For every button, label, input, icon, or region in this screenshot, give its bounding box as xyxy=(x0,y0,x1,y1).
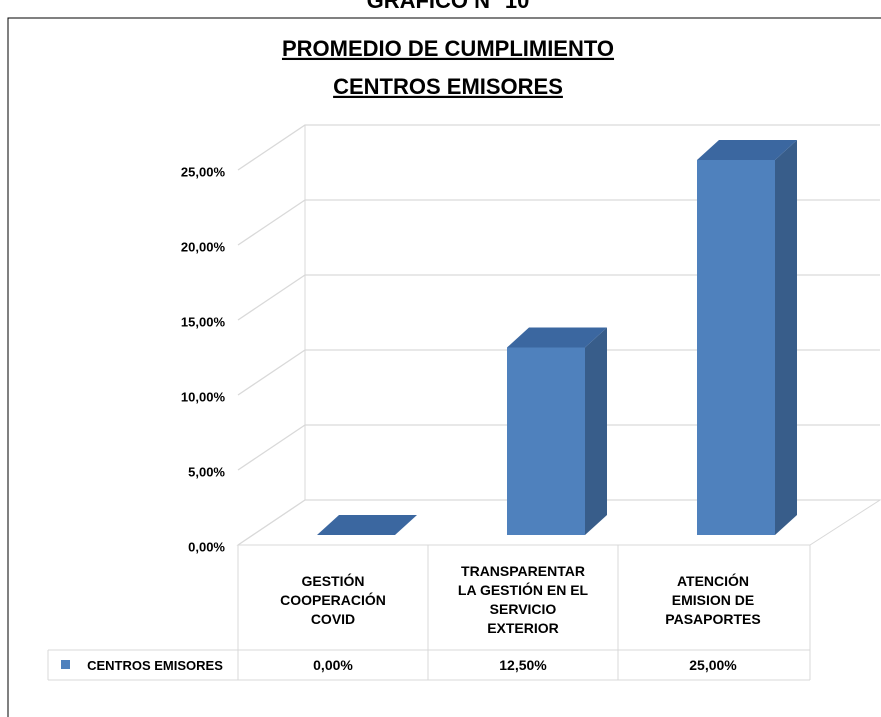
grid-line xyxy=(237,124,880,171)
value-label: 12,50% xyxy=(499,656,547,673)
header: GRAFICO N° 10 xyxy=(367,0,530,13)
x-tick-label: GESTIÓN COOPERACIÓN COVID xyxy=(280,572,386,627)
bar-top xyxy=(317,515,417,535)
y-tick-label: 5,00% xyxy=(188,464,225,479)
grid-line xyxy=(237,424,880,471)
x-tick-label: TRANSPARENTAR LA GESTIÓN EN EL SERVICIO … xyxy=(457,563,589,636)
legend-swatch xyxy=(61,660,70,669)
x-tick-label: ATENCIÓN EMISION DE PASAPORTES xyxy=(665,572,761,627)
grid-line xyxy=(237,349,880,396)
y-tick-label: 10,00% xyxy=(181,389,226,404)
chart-title: PROMEDIO DE CUMPLIMIENTO xyxy=(282,36,614,61)
bar xyxy=(697,160,775,535)
value-label: 25,00% xyxy=(689,656,737,673)
bar-side xyxy=(585,327,607,535)
y-tick-label: 20,00% xyxy=(181,239,226,254)
y-tick-label: 0,00% xyxy=(188,539,225,554)
y-tick-label: 15,00% xyxy=(181,314,226,329)
bar-top xyxy=(697,140,797,160)
bar-side xyxy=(775,140,797,535)
grid-line xyxy=(237,199,880,246)
legend-label: CENTROS EMISORES xyxy=(87,657,223,673)
grid-line xyxy=(237,499,880,546)
grid-line xyxy=(237,274,880,321)
bar xyxy=(507,347,585,535)
y-tick-label: 25,00% xyxy=(181,164,226,179)
bar-top xyxy=(507,327,607,348)
chart-subtitle: CENTROS EMISORES xyxy=(333,74,563,99)
value-label: 0,00% xyxy=(313,656,353,673)
